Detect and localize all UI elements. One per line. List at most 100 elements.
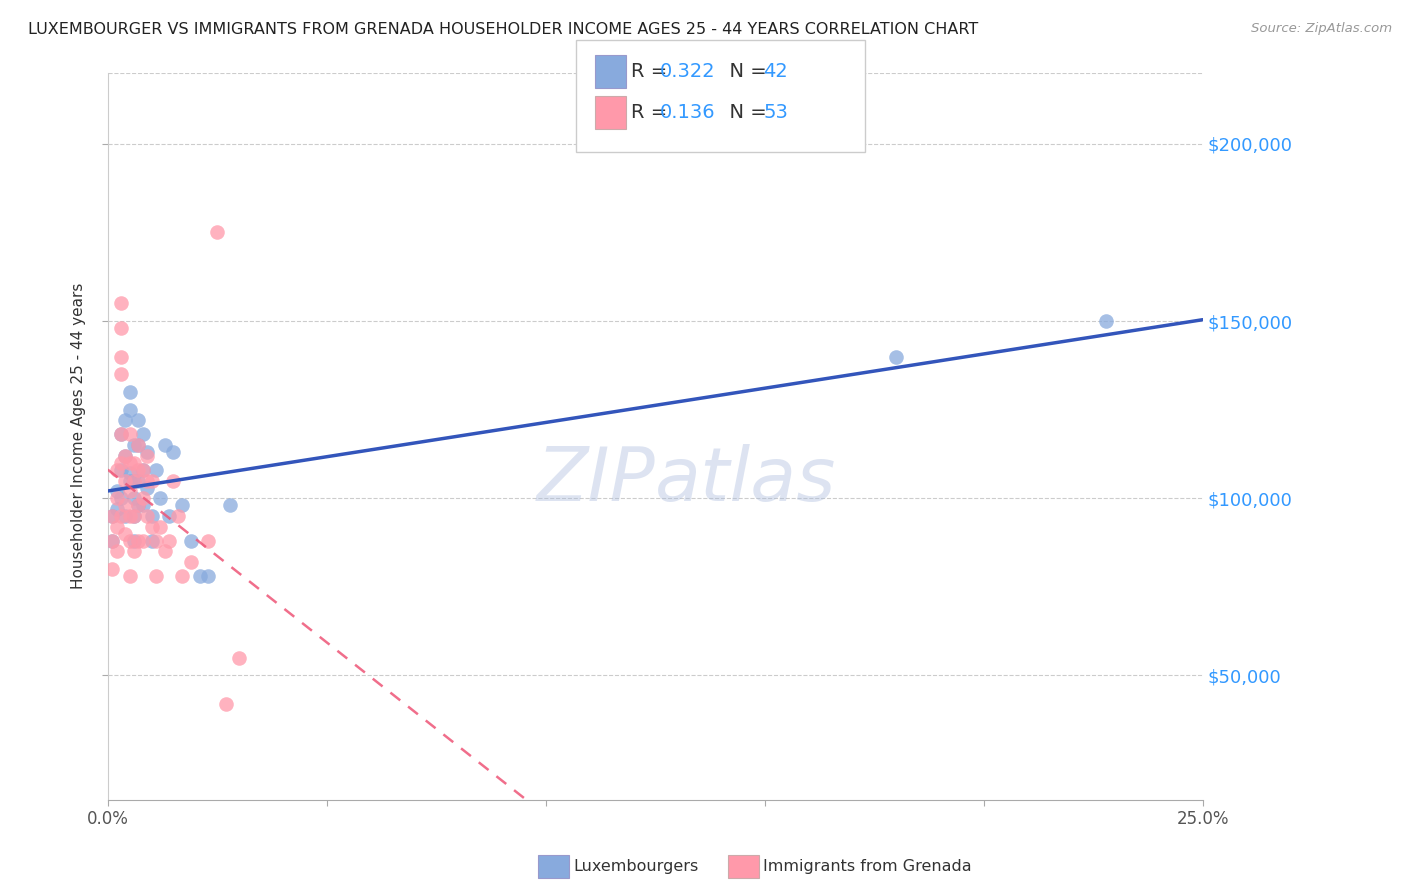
Point	[118, 484, 141, 499]
Point	[141, 508, 163, 523]
Point	[145, 463, 167, 477]
Point	[118, 456, 141, 470]
Text: Luxembourgers: Luxembourgers	[574, 859, 699, 873]
Point	[110, 427, 132, 442]
Point	[118, 569, 141, 583]
Point	[110, 368, 132, 382]
Point	[110, 456, 132, 470]
Point	[149, 519, 172, 533]
Point	[188, 569, 211, 583]
Point	[162, 474, 184, 488]
Point	[145, 533, 167, 548]
Text: N =: N =	[717, 103, 773, 122]
Point	[118, 427, 141, 442]
Point	[132, 463, 155, 477]
Point	[172, 499, 194, 513]
Point	[136, 508, 159, 523]
Text: 53: 53	[763, 103, 789, 122]
Point	[132, 427, 155, 442]
Point	[122, 438, 145, 452]
Point	[127, 413, 149, 427]
Point	[141, 519, 163, 533]
Point	[207, 226, 229, 240]
Point	[127, 499, 149, 513]
Point	[105, 484, 128, 499]
Point	[118, 508, 141, 523]
Point	[145, 569, 167, 583]
Point	[153, 438, 176, 452]
Point	[122, 508, 145, 523]
Text: N =: N =	[717, 62, 773, 81]
Point	[180, 555, 202, 569]
Point	[136, 481, 159, 495]
Text: Immigrants from Grenada: Immigrants from Grenada	[763, 859, 972, 873]
Point	[110, 491, 132, 506]
Point	[127, 438, 149, 452]
Point	[157, 533, 180, 548]
Point	[141, 533, 163, 548]
Point	[172, 569, 194, 583]
Point	[122, 474, 145, 488]
Point	[141, 474, 163, 488]
Point	[166, 508, 188, 523]
Point	[118, 402, 141, 417]
Point	[105, 502, 128, 516]
Point	[132, 533, 155, 548]
Point	[132, 463, 155, 477]
Point	[118, 474, 141, 488]
Text: LUXEMBOURGER VS IMMIGRANTS FROM GRENADA HOUSEHOLDER INCOME AGES 25 - 44 YEARS CO: LUXEMBOURGER VS IMMIGRANTS FROM GRENADA …	[28, 22, 979, 37]
Point	[122, 456, 145, 470]
Point	[101, 508, 124, 523]
Point	[122, 491, 145, 506]
Y-axis label: Householder Income Ages 25 - 44 years: Householder Income Ages 25 - 44 years	[72, 283, 86, 590]
Point	[197, 569, 219, 583]
Point	[127, 499, 149, 513]
Point	[110, 463, 132, 477]
Point	[122, 533, 145, 548]
Point	[101, 562, 124, 576]
Point	[105, 544, 128, 558]
Point	[110, 321, 132, 335]
Point	[122, 544, 145, 558]
Point	[105, 463, 128, 477]
Point	[110, 427, 132, 442]
Point	[132, 499, 155, 513]
Point	[1095, 314, 1118, 328]
Point	[197, 533, 219, 548]
Point	[105, 491, 128, 506]
Point	[101, 508, 124, 523]
Point	[122, 474, 145, 488]
Text: atlas: atlas	[655, 444, 837, 516]
Point	[118, 467, 141, 481]
Point	[114, 474, 136, 488]
Text: Source: ZipAtlas.com: Source: ZipAtlas.com	[1251, 22, 1392, 36]
Point	[157, 508, 180, 523]
Point	[114, 449, 136, 463]
Point	[114, 413, 136, 427]
Text: ZIP: ZIP	[537, 444, 655, 516]
Text: 42: 42	[763, 62, 789, 81]
Point	[110, 508, 132, 523]
Point	[215, 697, 238, 711]
Point	[162, 445, 184, 459]
Point	[219, 499, 242, 513]
Point	[110, 350, 132, 364]
Text: 0.322: 0.322	[659, 62, 716, 81]
Point	[136, 474, 159, 488]
Point	[127, 474, 149, 488]
Point	[122, 508, 145, 523]
Point	[149, 491, 172, 506]
Point	[118, 533, 141, 548]
Point	[110, 296, 132, 310]
Point	[127, 463, 149, 477]
Point	[118, 384, 141, 399]
Point	[136, 445, 159, 459]
Point	[114, 449, 136, 463]
Point	[114, 508, 136, 523]
Point	[101, 533, 124, 548]
Point	[114, 499, 136, 513]
Point	[114, 526, 136, 541]
Point	[228, 650, 250, 665]
Text: R =: R =	[631, 103, 673, 122]
Point	[884, 350, 907, 364]
